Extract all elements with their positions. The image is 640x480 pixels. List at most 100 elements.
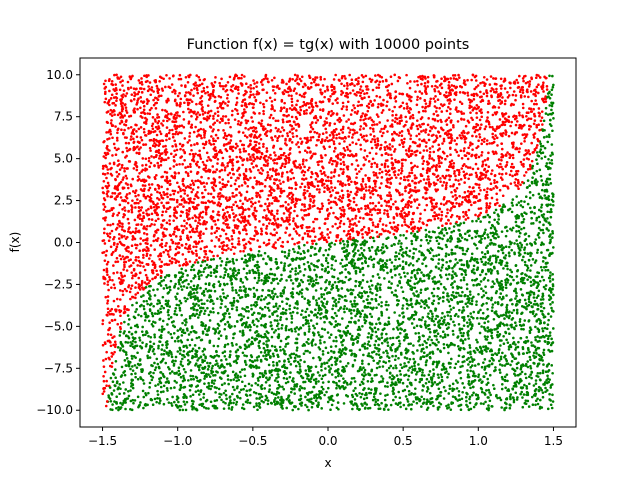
scatter-point (322, 315, 326, 319)
scatter-point (105, 379, 108, 383)
scatter-point (332, 78, 336, 81)
scatter-point (407, 132, 411, 135)
scatter-point (482, 75, 486, 79)
scatter-point (550, 93, 553, 96)
scatter-point (316, 118, 320, 122)
scatter-point (106, 168, 110, 171)
scatter-point (233, 332, 236, 335)
scatter-point (309, 138, 312, 142)
scatter-point (199, 286, 202, 290)
scatter-point (313, 78, 317, 82)
scatter-point (102, 277, 105, 280)
scatter-point (479, 100, 483, 103)
scatter-point (283, 262, 287, 265)
scatter-point (244, 363, 248, 366)
scatter-point (256, 383, 260, 387)
scatter-point (372, 265, 375, 269)
scatter-point (195, 102, 198, 106)
scatter-point (295, 143, 298, 146)
scatter-point (417, 132, 421, 136)
scatter-point (253, 82, 256, 85)
scatter-point (333, 280, 337, 284)
scatter-point (479, 316, 483, 320)
scatter-point (136, 179, 140, 182)
scatter-point (128, 147, 132, 151)
scatter-point (188, 316, 192, 320)
scatter-point (483, 321, 487, 325)
scatter-point (169, 316, 173, 319)
scatter-point (379, 288, 382, 292)
scatter-point (528, 375, 531, 379)
scatter-point (134, 194, 137, 198)
scatter-point (547, 183, 550, 187)
scatter-point (185, 346, 189, 349)
scatter-point (376, 398, 380, 402)
scatter-point (411, 116, 415, 120)
scatter-point (332, 211, 335, 215)
scatter-point (466, 314, 470, 318)
scatter-point (389, 207, 392, 211)
scatter-point (306, 249, 310, 252)
scatter-point (541, 369, 545, 373)
scatter-point (246, 306, 250, 309)
scatter-point (432, 181, 436, 184)
scatter-point (466, 157, 470, 161)
scatter-point (157, 157, 161, 160)
scatter-point (324, 217, 327, 221)
scatter-point (331, 283, 335, 287)
scatter-point (364, 117, 367, 120)
scatter-point (153, 321, 157, 324)
scatter-point (146, 278, 149, 281)
scatter-point (249, 241, 252, 245)
scatter-point (536, 402, 540, 406)
scatter-point (163, 276, 167, 279)
scatter-point (481, 160, 485, 163)
scatter-point (183, 224, 186, 228)
scatter-point (110, 119, 113, 122)
scatter-point (123, 274, 126, 278)
scatter-point (521, 405, 525, 409)
scatter-point (447, 273, 451, 276)
scatter-point (161, 124, 165, 127)
scatter-point (373, 161, 377, 165)
scatter-point (524, 170, 528, 174)
scatter-point (321, 264, 324, 268)
scatter-point (363, 387, 366, 390)
scatter-point (439, 177, 442, 180)
scatter-point (360, 74, 364, 77)
scatter-point (486, 244, 489, 248)
scatter-point (219, 202, 223, 206)
scatter-point (370, 377, 374, 380)
scatter-point (252, 405, 256, 409)
scatter-point (413, 282, 417, 286)
scatter-point (334, 375, 338, 379)
scatter-point (504, 245, 508, 248)
scatter-point (320, 369, 323, 372)
scatter-point (331, 225, 335, 228)
scatter-point (469, 369, 472, 373)
scatter-point (356, 369, 360, 373)
scatter-point (412, 292, 415, 295)
scatter-point (475, 135, 478, 138)
scatter-point (445, 260, 448, 264)
scatter-point (104, 357, 108, 361)
scatter-point (320, 327, 324, 331)
scatter-point (237, 120, 240, 123)
scatter-point (330, 403, 334, 407)
scatter-point (384, 159, 388, 162)
scatter-point (409, 134, 413, 137)
scatter-point (498, 333, 502, 336)
scatter-point (425, 197, 428, 200)
scatter-point (240, 116, 244, 119)
scatter-point (346, 217, 350, 221)
scatter-point (156, 87, 159, 90)
scatter-point (451, 395, 455, 398)
scatter-point (468, 401, 472, 405)
scatter-point (387, 153, 390, 156)
scatter-point (457, 315, 460, 318)
scatter-point (542, 231, 545, 235)
scatter-point (307, 102, 310, 105)
scatter-point (515, 308, 519, 312)
scatter-point (548, 392, 551, 396)
scatter-point (484, 400, 487, 404)
